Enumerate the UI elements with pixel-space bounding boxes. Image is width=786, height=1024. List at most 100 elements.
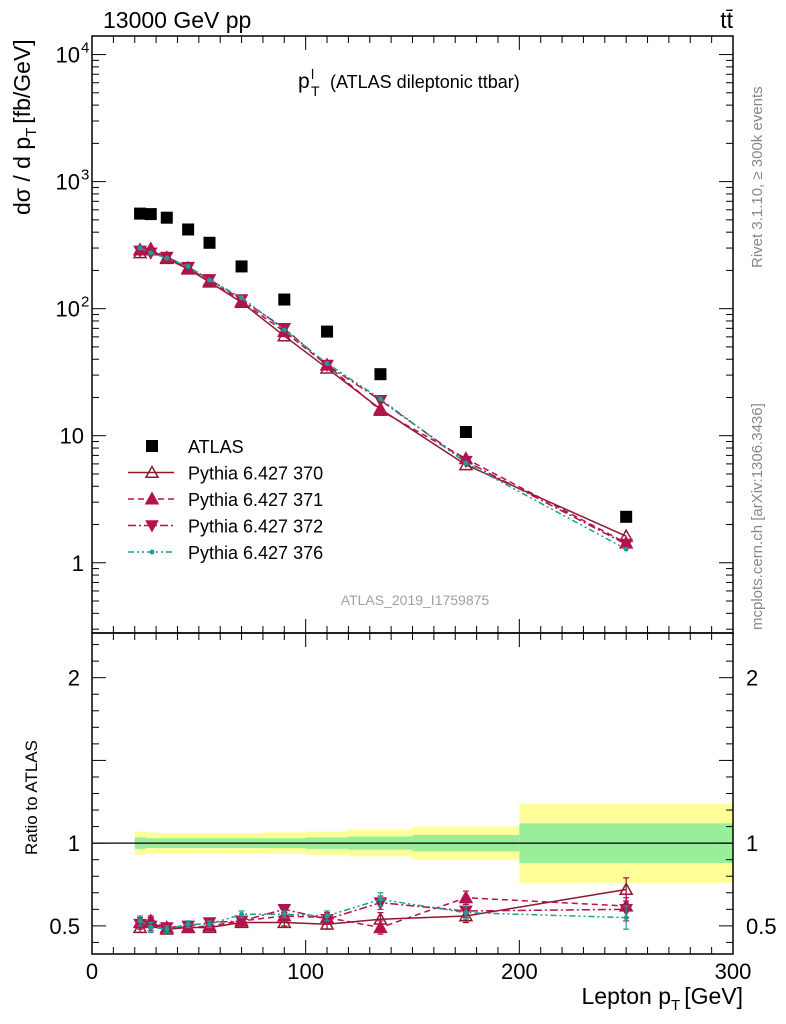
main-series-0 <box>134 207 633 523</box>
ratio-uncertainty-bands <box>92 803 733 883</box>
main-data-point <box>203 236 216 249</box>
main-data-point <box>207 277 213 283</box>
ratio-data-point <box>148 925 154 931</box>
legend-entry: Pythia 6.427 372 <box>128 517 323 537</box>
main-data-point <box>619 538 634 552</box>
xlabel: Lepton pT [GeV] <box>581 983 743 1014</box>
main-ytick-label: 10 <box>56 170 80 195</box>
ratio-data-point <box>324 913 330 919</box>
main-data-point <box>620 510 633 523</box>
ratio-ylabel-group: Ratio to ATLAS <box>22 740 41 855</box>
ratio-ylabel: Ratio to ATLAS <box>22 740 41 855</box>
legend-marker <box>145 520 159 533</box>
ratio-data-point <box>319 916 335 930</box>
main-data-point <box>239 295 245 301</box>
ratio-data-point <box>377 896 383 902</box>
ratio-data-point <box>277 915 292 929</box>
main-data-point <box>137 245 143 251</box>
main-data-point <box>164 255 170 261</box>
rivet-label: Rivet 3.1.10, ≥ 300k events <box>749 86 766 268</box>
main-ytick-label-exponent: 4 <box>81 40 89 57</box>
ratio-data-point <box>373 919 388 934</box>
legend-label: Pythia 6.427 372 <box>188 517 323 537</box>
ratio-ytick-label-left: 2 <box>68 666 80 691</box>
legend-marker <box>146 440 158 452</box>
xtick-label: 300 <box>715 959 752 984</box>
main-data-point <box>160 211 173 224</box>
main-data-point <box>144 208 157 221</box>
main-data-point <box>278 293 291 306</box>
ratio-data-point <box>239 911 245 917</box>
mcplots-label-group: mcplots.cern.ch [arXiv:1306.3436] <box>749 403 766 630</box>
main-data-point <box>321 325 334 338</box>
main-ylabel-text: dσ / d pT[fb/GeV] <box>9 39 40 215</box>
main-plot-data-layer <box>132 207 634 552</box>
xtick-label: 200 <box>501 959 538 984</box>
main-ytick-label-exponent: 3 <box>81 167 89 184</box>
main-data-point <box>134 207 147 220</box>
ratio-ytick-label-right: 2 <box>746 666 758 691</box>
main-data-point <box>463 460 469 466</box>
ratio-plot-data-layer <box>132 877 634 935</box>
main-data-point <box>373 402 388 417</box>
rivet-label-group: Rivet 3.1.10, ≥ 300k events <box>749 86 766 268</box>
legend-entry: Pythia 6.427 376 <box>128 543 323 563</box>
legend-marker <box>149 549 155 555</box>
process-label: tt̄ <box>720 7 733 33</box>
ratio-ytick-label-left: 0.5 <box>49 914 80 939</box>
legend-marker <box>144 491 160 505</box>
main-data-point <box>148 250 154 256</box>
energy-label: 13000 GeV pp <box>103 7 251 33</box>
analysis-watermark: ATLAS_2019_I1759875 <box>341 592 490 608</box>
main-ytick-label: 1 <box>72 551 84 576</box>
legend-label: ATLAS <box>188 437 244 457</box>
main-series-4 <box>137 245 629 552</box>
mcplots-label: mcplots.cern.ch [arXiv:1306.3436] <box>749 403 766 630</box>
xtick-label: 0 <box>86 959 98 984</box>
legend-label: Pythia 6.427 370 <box>188 464 323 484</box>
ratio-data-point <box>277 904 292 917</box>
ratio-data-point <box>164 926 170 932</box>
main-data-point <box>182 223 195 236</box>
main-data-point <box>185 263 191 269</box>
legend-entry: Pythia 6.427 371 <box>128 490 323 510</box>
ratio-ytick-label-right: 0.5 <box>746 914 777 939</box>
ratio-data-point <box>463 910 469 916</box>
main-title-superscript: l <box>311 66 314 82</box>
main-ytick-label: 10 <box>56 297 80 322</box>
main-data-point <box>459 425 472 438</box>
ratio-plot: 0.5 0.5 1 1 2 2 0 100 200 300 Ratio to ATLAS Lept… <box>22 632 777 1014</box>
main-data-point <box>374 368 387 381</box>
ratio-ytick-label-left: 1 <box>68 831 80 856</box>
xtick-label: 100 <box>287 959 324 984</box>
main-ytick-label-exponent: 2 <box>81 294 89 311</box>
ratio-data-point <box>185 921 191 927</box>
ratio-ytick-label-right: 1 <box>746 831 758 856</box>
main-data-point <box>623 546 629 552</box>
main-ylabel: dσ / d pT[fb/GeV] <box>9 39 40 215</box>
legend-entry: Pythia 6.427 370 <box>128 464 323 484</box>
legend: ATLAS Pythia 6.427 370 Pythia 6.427 371 Pyt… <box>128 437 323 563</box>
legend-marker <box>144 464 160 479</box>
ratio-data-point <box>458 890 474 904</box>
main-series-line <box>139 247 627 550</box>
ratio-data-point <box>137 918 143 924</box>
main-data-point <box>324 361 330 367</box>
main-title: p <box>298 70 310 93</box>
ratio-data-point <box>281 911 287 917</box>
ratio-data-point <box>623 915 629 921</box>
legend-label: Pythia 6.427 376 <box>188 543 323 563</box>
main-data-point <box>281 327 287 333</box>
legend-entry: ATLAS <box>146 437 244 457</box>
main-title-description: (ATLAS dileptonic ttbar) <box>330 72 520 92</box>
main-data-point <box>235 260 248 273</box>
ratio-series-3 <box>137 892 630 934</box>
main-title-subscript: T <box>311 83 320 99</box>
main-ytick-label: 10 <box>56 43 80 68</box>
main-ytick-label: 10 <box>60 424 84 449</box>
ratio-data-point <box>458 908 474 922</box>
main-data-point <box>377 396 383 402</box>
